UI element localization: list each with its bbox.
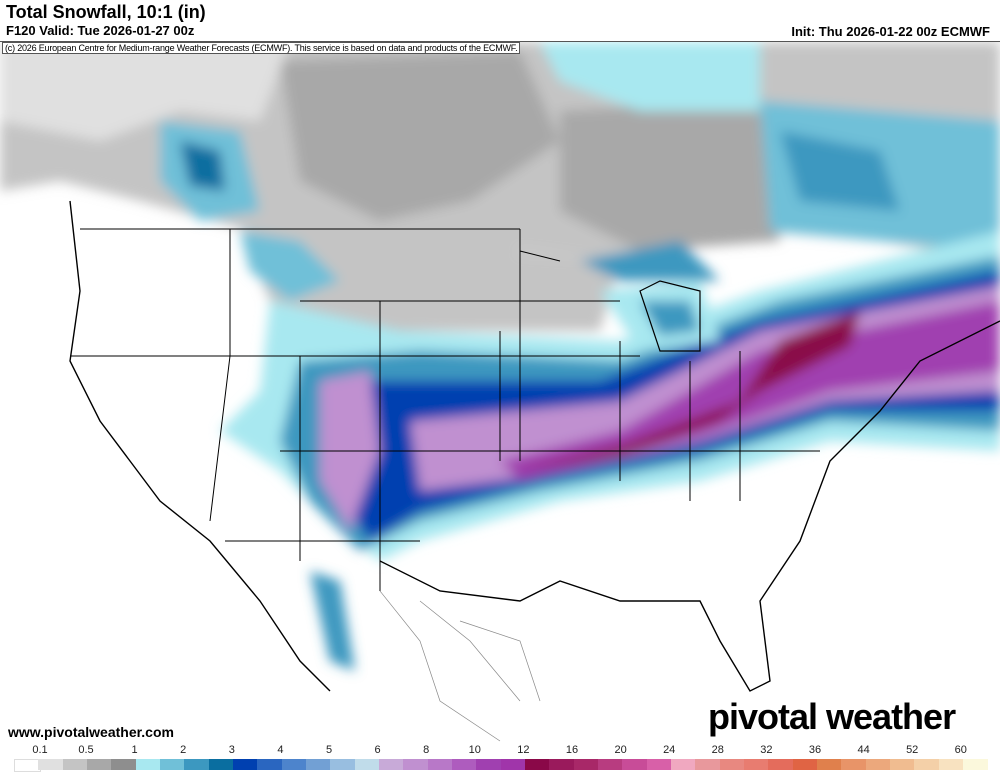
colorbar-swatch: [962, 759, 988, 770]
colorbar-label: 8: [423, 744, 430, 756]
colorbar-swatch: [646, 759, 672, 770]
colorbar-swatch: [549, 759, 575, 770]
colorbar-swatch: [403, 759, 429, 770]
colorbar-label: 44: [857, 744, 870, 756]
colorbar-swatch: [670, 759, 696, 770]
colorbar-label: 0.1: [32, 744, 48, 756]
colorbar-label: 24: [663, 744, 676, 756]
colorbar-legend: 0.1 0.5 1 2 3 4 5 6 8 10 12 16 20 24 28 32 36 44 52 60: [0, 742, 1000, 772]
colorbar-label: 0.5: [78, 744, 94, 756]
colorbar-label: 60: [954, 744, 967, 756]
colorbar-swatch: [841, 759, 867, 770]
pivotal-weather-logo: pivotal weather: [708, 696, 956, 737]
colorbar-swatch: [792, 759, 818, 770]
colorbar-swatch: [330, 759, 356, 770]
colorbar-swatch: [354, 759, 380, 770]
colorbar-swatch: [427, 759, 453, 770]
colorbar-label: 52: [906, 744, 919, 756]
colorbar-label: 20: [614, 744, 627, 756]
colorbar-label: 5: [325, 744, 333, 756]
colorbar-label: 16: [565, 744, 579, 756]
colorbar-label: 3: [228, 744, 235, 756]
colorbar-swatch: [865, 759, 891, 770]
copyright-credit: (c) 2026 European Centre for Medium-rang…: [2, 42, 521, 54]
colorbar-swatch: [62, 759, 88, 770]
colorbar-swatch: [232, 759, 258, 770]
colorbar-swatch: [500, 759, 526, 770]
colorbar-swatch: [816, 759, 842, 770]
colorbar-swatch: [524, 759, 550, 770]
colorbar-swatch: [378, 759, 404, 770]
colorbar-swatch: [281, 759, 307, 770]
colorbar-swatch: [208, 759, 234, 770]
colorbar-swatch: [719, 759, 745, 770]
colorbar-swatch: [38, 759, 64, 770]
colorbar-swatch: [184, 759, 210, 770]
colorbar-swatch: [305, 759, 331, 770]
valid-time: F120 Valid: Tue 2026-01-27 00z: [6, 23, 195, 38]
colorbar-label: 4: [277, 744, 284, 756]
colorbar-swatch: [135, 759, 161, 770]
colorbar-swatch: [768, 759, 794, 770]
colorbar-swatch: [14, 759, 41, 772]
colorbar-swatch: [159, 759, 185, 770]
state-borders: [69, 200, 1000, 692]
colorbar-swatch: [86, 759, 112, 770]
snowfall-field: [0, 42, 1000, 742]
init-time: Init: Thu 2026-01-22 00z ECMWF: [791, 24, 990, 39]
colorbar-swatch: [622, 759, 648, 770]
colorbar-label: 2: [180, 744, 187, 756]
colorbar-label: 28: [711, 744, 724, 756]
colorbar-label: 1: [131, 744, 138, 756]
colorbar-swatch: [938, 759, 964, 770]
website-url[interactable]: www.pivotalweather.com: [8, 724, 174, 740]
colorbar-swatch: [914, 759, 940, 770]
colorbar-label: 12: [517, 744, 530, 756]
colorbar-label: 32: [760, 744, 773, 756]
colorbar-label: 6: [374, 744, 381, 756]
map-title: Total Snowfall, 10:1 (in): [6, 2, 206, 22]
colorbar-swatch: [743, 759, 769, 770]
colorbar-swatch: [597, 759, 623, 770]
colorbar-swatch: [451, 759, 477, 770]
colorbar-label: 10: [468, 744, 481, 756]
mexico-state-borders: [379, 590, 541, 742]
colorbar-swatch: [889, 759, 915, 770]
colorbar-swatch: [257, 759, 283, 770]
snowfall-map[interactable]: [0, 41, 1000, 743]
colorbar-label: 36: [808, 744, 822, 756]
colorbar-swatch: [695, 759, 721, 770]
colorbar-swatch: [476, 759, 502, 770]
colorbar-swatch: [573, 759, 599, 770]
colorbar-swatch: [111, 759, 137, 770]
